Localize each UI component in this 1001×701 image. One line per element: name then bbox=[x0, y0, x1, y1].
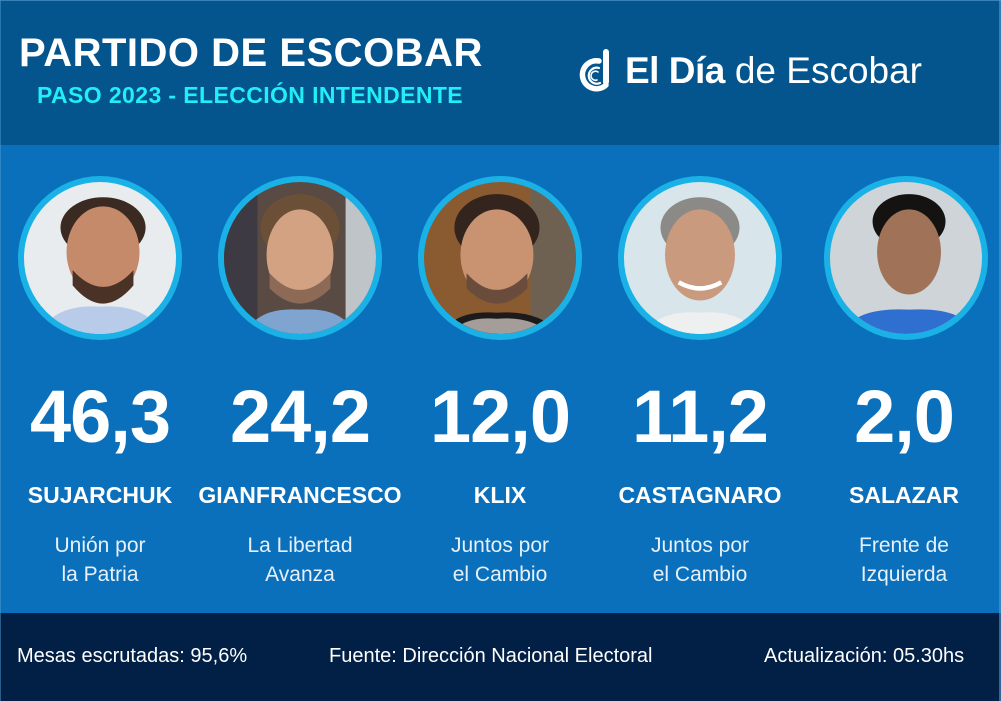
party-line-2: la Patria bbox=[61, 563, 139, 586]
candidates-panel: 46,3 SUJARCHUK Unión por la Patria bbox=[0, 145, 1001, 613]
candidate-card: 2,0 SALAZAR Frente de Izquierda bbox=[800, 145, 1000, 613]
candidate-name: KLIX bbox=[473, 482, 527, 508]
page-subtitle: PASO 2023 - ELECCIÓN INTENDENTE bbox=[37, 82, 464, 108]
candidate-photo-ring bbox=[824, 176, 988, 340]
candidate-percentage: 11,2 bbox=[632, 375, 769, 458]
frame-edge-right bbox=[999, 0, 1001, 701]
person-portrait-icon bbox=[24, 182, 176, 334]
brand-name-light: de Escobar bbox=[734, 50, 922, 91]
candidate-photo bbox=[830, 182, 982, 334]
footer: Mesas escrutadas: 95,6% Fuente: Direcció… bbox=[0, 613, 1001, 701]
candidate-photo-ring bbox=[618, 176, 782, 340]
candidate-percentage: 24,2 bbox=[229, 375, 371, 458]
candidate-percentage: 12,0 bbox=[429, 375, 571, 458]
brand-name-bold: El Día bbox=[625, 50, 725, 91]
party-line-1: Frente de bbox=[859, 534, 949, 557]
party-line-2: Izquierda bbox=[860, 563, 948, 586]
person-portrait-icon bbox=[624, 182, 776, 334]
data-source: Fuente: Dirección Nacional Electoral bbox=[329, 645, 653, 667]
party-line-1: Unión por bbox=[54, 534, 146, 557]
candidate-photo-ring bbox=[418, 176, 582, 340]
page-title: PARTIDO DE ESCOBAR bbox=[19, 31, 483, 75]
candidate-name: SALAZAR bbox=[849, 482, 959, 508]
candidate-card: 24,2 GIANFRANCESCO La Libertad Avanza bbox=[198, 145, 402, 613]
candidate-photo bbox=[424, 182, 576, 334]
party-line-1: Juntos por bbox=[450, 534, 550, 557]
candidate-name: SUJARCHUK bbox=[27, 482, 173, 508]
candidate-photo bbox=[24, 182, 176, 334]
candidate-card: 11,2 CASTAGNARO Juntos por el Cambio bbox=[600, 145, 800, 613]
brand-logo: El Día de Escobar bbox=[575, 47, 922, 95]
candidate-photo-ring bbox=[18, 176, 182, 340]
candidate-name: GIANFRANCESCO bbox=[198, 482, 402, 508]
party-line-1: La Libertad bbox=[247, 534, 353, 557]
mesas-escrutadas: Mesas escrutadas: 95,6% bbox=[17, 645, 248, 667]
person-portrait-icon bbox=[830, 182, 982, 334]
candidate-percentage: 2,0 bbox=[854, 375, 955, 458]
candidate-party: Juntos por el Cambio bbox=[600, 531, 800, 589]
candidate-name: CASTAGNARO bbox=[618, 482, 782, 508]
party-line-2: el Cambio bbox=[652, 563, 748, 586]
candidate-party: Frente de Izquierda bbox=[804, 531, 1001, 589]
candidate-card: 12,0 KLIX Juntos por el Cambio bbox=[400, 145, 600, 613]
party-line-1: Juntos por bbox=[650, 534, 750, 557]
el-dia-logo-icon bbox=[579, 49, 609, 92]
candidate-photo-ring bbox=[218, 176, 382, 340]
candidate-photo bbox=[624, 182, 776, 334]
candidate-party: Juntos por el Cambio bbox=[400, 531, 600, 589]
last-updated: Actualización: 05.30hs bbox=[764, 645, 965, 667]
header: PARTIDO DE ESCOBAR PASO 2023 - ELECCIÓN … bbox=[0, 0, 1001, 145]
candidate-party: Unión por la Patria bbox=[0, 531, 200, 589]
candidate-party: La Libertad Avanza bbox=[200, 531, 400, 589]
party-line-2: Avanza bbox=[265, 563, 335, 586]
frame-edge-left bbox=[0, 0, 1, 701]
candidate-percentage: 46,3 bbox=[29, 375, 171, 458]
party-line-2: el Cambio bbox=[452, 563, 548, 586]
person-portrait-icon bbox=[424, 182, 576, 334]
candidate-card: 46,3 SUJARCHUK Unión por la Patria bbox=[0, 145, 200, 613]
person-portrait-icon bbox=[224, 182, 376, 334]
candidate-photo bbox=[224, 182, 376, 334]
